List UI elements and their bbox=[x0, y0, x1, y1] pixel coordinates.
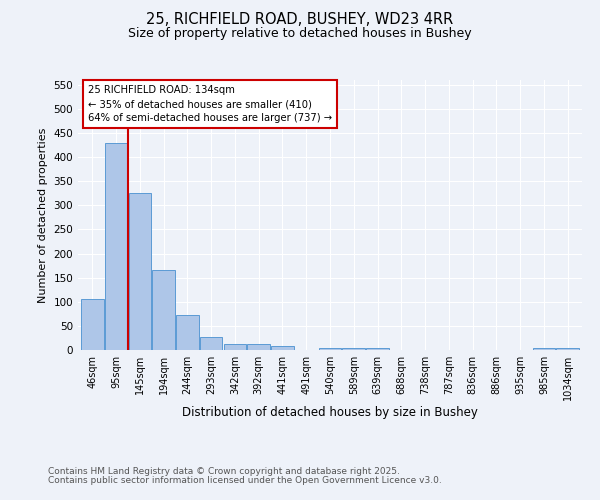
Bar bbox=[200, 337, 223, 350]
Bar bbox=[271, 346, 294, 350]
Y-axis label: Number of detached properties: Number of detached properties bbox=[38, 128, 48, 302]
Text: Size of property relative to detached houses in Bushey: Size of property relative to detached ho… bbox=[128, 28, 472, 40]
Bar bbox=[224, 344, 246, 350]
X-axis label: Distribution of detached houses by size in Bushey: Distribution of detached houses by size … bbox=[182, 406, 478, 418]
Text: Contains HM Land Registry data © Crown copyright and database right 2025.: Contains HM Land Registry data © Crown c… bbox=[48, 467, 400, 476]
Bar bbox=[343, 348, 365, 350]
Bar bbox=[81, 300, 104, 350]
Bar bbox=[533, 348, 555, 350]
Bar bbox=[366, 348, 389, 350]
Text: 25, RICHFIELD ROAD, BUSHEY, WD23 4RR: 25, RICHFIELD ROAD, BUSHEY, WD23 4RR bbox=[146, 12, 454, 28]
Bar bbox=[152, 270, 175, 350]
Bar bbox=[319, 348, 341, 350]
Bar bbox=[556, 348, 579, 350]
Bar bbox=[176, 315, 199, 350]
Bar bbox=[128, 194, 151, 350]
Bar bbox=[247, 344, 270, 350]
Text: 25 RICHFIELD ROAD: 134sqm
← 35% of detached houses are smaller (410)
64% of semi: 25 RICHFIELD ROAD: 134sqm ← 35% of detac… bbox=[88, 86, 332, 124]
Text: Contains public sector information licensed under the Open Government Licence v3: Contains public sector information licen… bbox=[48, 476, 442, 485]
Bar bbox=[105, 142, 127, 350]
